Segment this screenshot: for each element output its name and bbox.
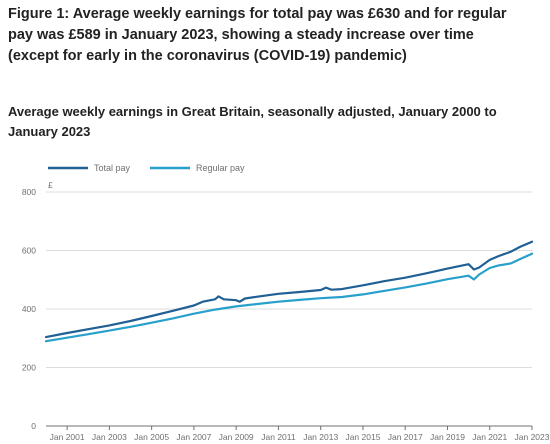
figure-title: Figure 1: Average weekly earnings for to…	[8, 6, 507, 64]
total-pay-line	[44, 240, 534, 339]
earnings-line-chart: 0 200 400 600 800 £ Jan 2001 Jan 2003 Jan 2005 Ja…	[22, 163, 550, 442]
x-tick-label: Jan 2021	[472, 432, 507, 442]
y-axis-unit-label: £	[48, 180, 53, 190]
x-tick-label: Jan 2009	[219, 432, 254, 442]
y-tick-label: 0	[31, 421, 36, 431]
x-tick-label: Jan 2019	[430, 432, 465, 442]
x-tick-label: Jan 2001	[50, 432, 85, 442]
legend-total-pay-label: Total pay	[94, 163, 131, 173]
chart-subtitle: Average weekly earnings in Great Britain…	[8, 104, 497, 139]
y-tick-label: 400	[22, 304, 36, 314]
x-tick-label: Jan 2007	[176, 432, 211, 442]
y-tick-label: 200	[22, 363, 36, 373]
legend-regular-pay-label: Regular pay	[196, 163, 245, 173]
x-tick-label: Jan 2017	[388, 432, 423, 442]
x-tick-label: Jan 2023	[515, 432, 550, 442]
x-tick-label: Jan 2013	[303, 432, 338, 442]
x-tick-label: Jan 2011	[261, 432, 296, 442]
x-tick-label: Jan 2015	[345, 432, 380, 442]
y-tick-label: 800	[22, 187, 36, 197]
x-tick-label: Jan 2003	[92, 432, 127, 442]
x-tick-label: Jan 2005	[134, 432, 169, 442]
y-tick-label: 600	[22, 246, 36, 256]
regular-pay-line	[44, 252, 534, 343]
